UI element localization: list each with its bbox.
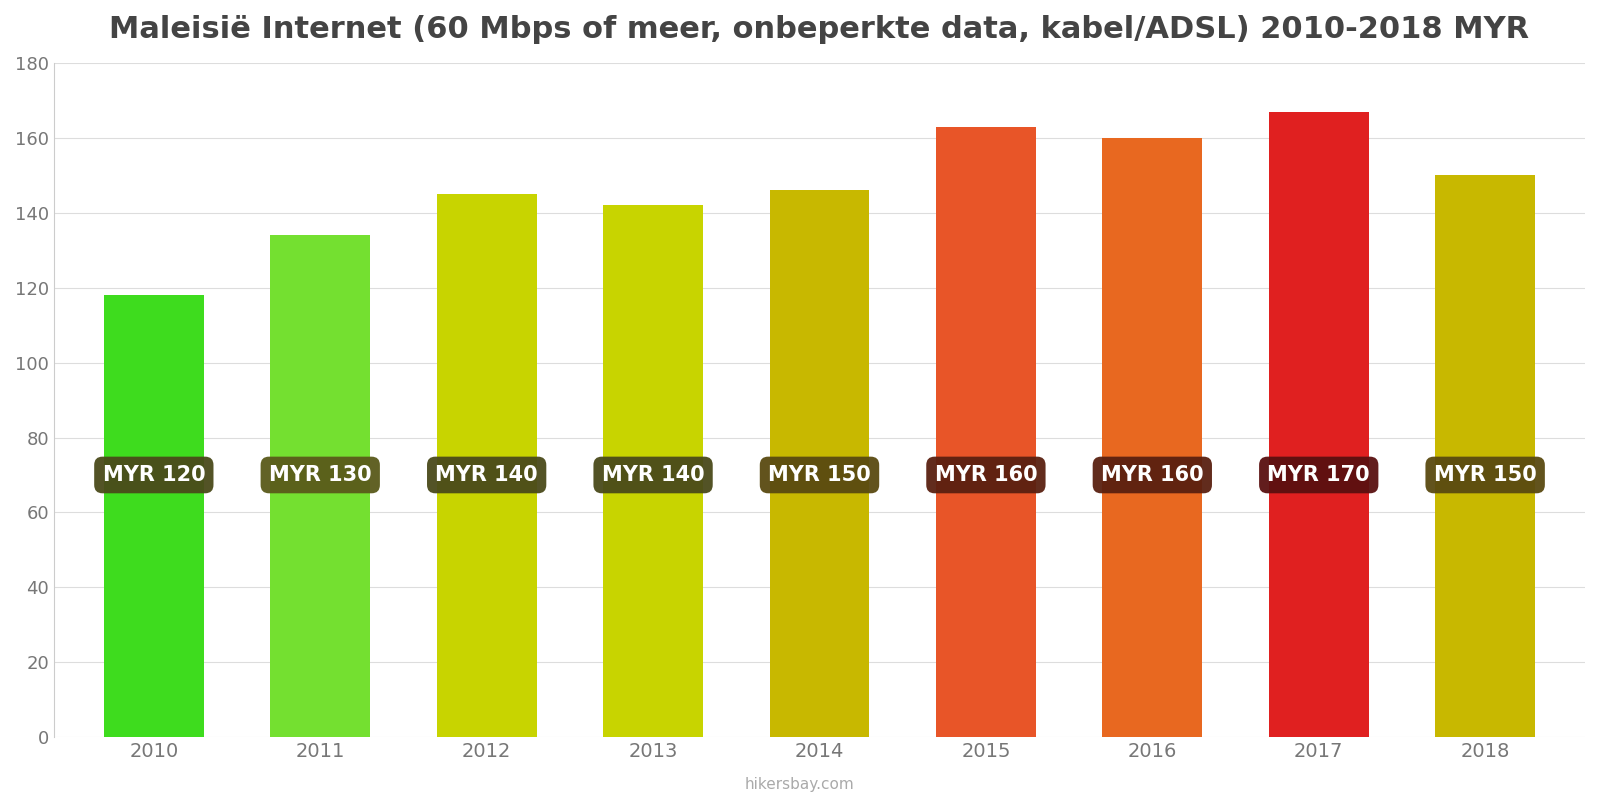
Bar	[1102, 138, 1202, 737]
Bar	[770, 190, 869, 737]
Text: MYR 140: MYR 140	[602, 465, 704, 485]
Bar	[603, 206, 702, 737]
Title: Maleisië Internet (60 Mbps of meer, onbeperkte data, kabel/ADSL) 2010-2018 MYR: Maleisië Internet (60 Mbps of meer, onbe…	[109, 15, 1530, 44]
Bar	[270, 235, 370, 737]
Text: MYR 170: MYR 170	[1267, 465, 1370, 485]
Bar	[104, 295, 203, 737]
Text: MYR 150: MYR 150	[768, 465, 870, 485]
Text: MYR 160: MYR 160	[1101, 465, 1203, 485]
Bar	[1269, 112, 1368, 737]
Text: MYR 160: MYR 160	[934, 465, 1037, 485]
Text: hikersbay.com: hikersbay.com	[746, 777, 854, 792]
Text: MYR 140: MYR 140	[435, 465, 538, 485]
Bar	[437, 194, 536, 737]
Bar	[1435, 175, 1534, 737]
Bar	[936, 126, 1035, 737]
Text: MYR 130: MYR 130	[269, 465, 371, 485]
Text: MYR 150: MYR 150	[1434, 465, 1536, 485]
Text: MYR 120: MYR 120	[102, 465, 205, 485]
